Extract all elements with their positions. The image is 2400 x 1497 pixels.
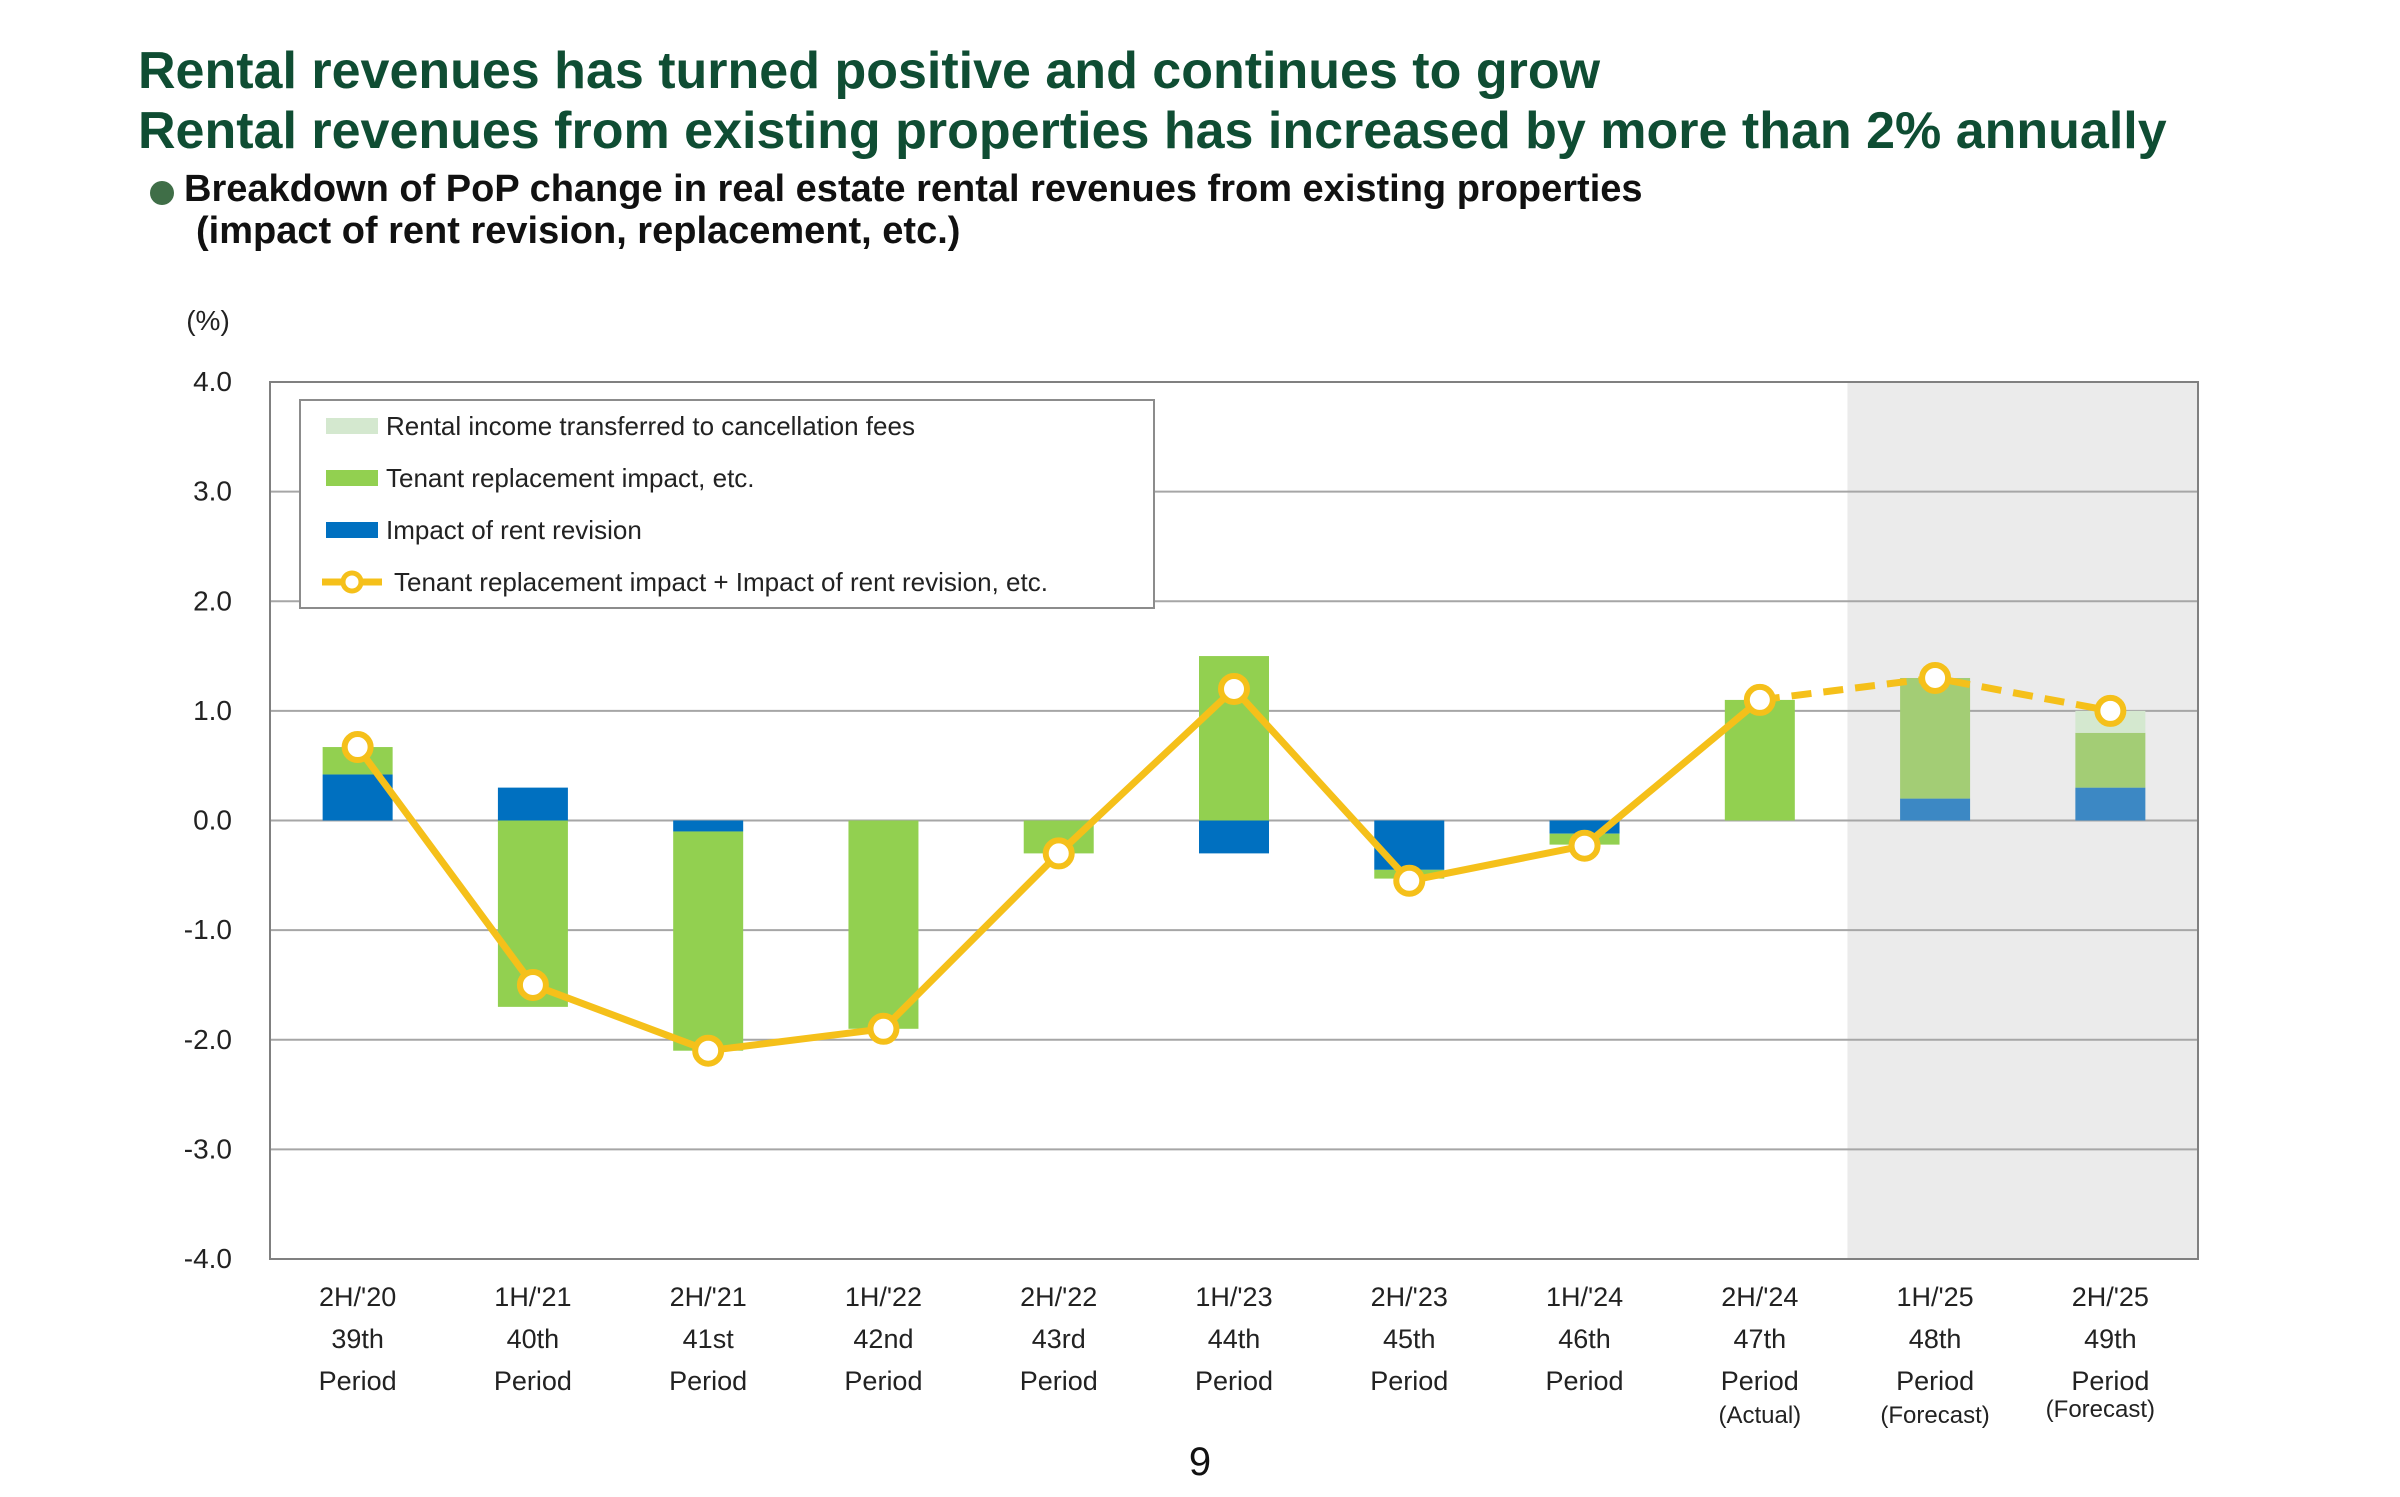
x-tick-label: 2H/'21 (670, 1282, 747, 1312)
x-tick-label: Period (1370, 1366, 1448, 1396)
y-tick-label: 4.0 (193, 366, 232, 397)
x-tick-label: 2H/'22 (1020, 1282, 1097, 1312)
x-tick-label: 48th (1909, 1324, 1962, 1354)
line-point (1743, 683, 1776, 716)
subtitle-line-2: (impact of rent revision, replacement, e… (196, 210, 961, 252)
y-tick-label: -1.0 (184, 914, 232, 945)
x-tick-label: Period (844, 1366, 922, 1396)
page-number: 9 (1188, 1440, 1212, 1484)
x-tick-label: Period (2071, 1366, 2149, 1396)
y-tick-label: 3.0 (193, 476, 232, 507)
legend-item-tenant-replacement-swatch (326, 470, 378, 486)
title-line-1: Rental revenues has turned positive and … (138, 42, 1601, 100)
x-tick-label: 2H/'20 (319, 1282, 396, 1312)
line-total-actual (354, 685, 1763, 1055)
line-point (867, 1012, 900, 1045)
x-tick-label: 2H/'23 (1371, 1282, 1448, 1312)
x-tick-label: 39th (331, 1324, 384, 1354)
legend-item-total-line-label: Tenant replacement impact + Impact of re… (394, 567, 1048, 597)
legend-box (299, 399, 1155, 609)
legend-item-rent-revision-label: Impact of rent revision (386, 515, 642, 545)
legend-item-total-line-marker (340, 570, 364, 594)
x-tick-label: 1H/'21 (494, 1282, 571, 1312)
x-tick-label: 46th (1558, 1324, 1611, 1354)
bar-tenant-replacement (848, 820, 919, 1029)
x-tick-label: 47th (1734, 1324, 1787, 1354)
x-tick-label: 45th (1383, 1324, 1436, 1354)
x-tick-label: Period (669, 1366, 747, 1396)
x-tick-label: 42nd (853, 1324, 913, 1354)
legend-item-tenant-replacement-label: Tenant replacement impact, etc. (386, 463, 755, 493)
y-tick-label: 1.0 (193, 695, 232, 726)
bullet-dot-icon (150, 181, 174, 205)
bar-rent-revision (2075, 787, 2146, 821)
x-tick-label: Period (1721, 1366, 1799, 1396)
bar-rent-revision (1374, 820, 1445, 870)
x-tick-label: (Forecast) (1880, 1402, 1989, 1429)
x-tick-label: (Forecast) (2046, 1396, 2155, 1423)
x-tick-label: 44th (1208, 1324, 1261, 1354)
x-tick-label: Period (494, 1366, 572, 1396)
legend-item-cancellation-swatch (326, 418, 378, 434)
bar-rent-revision (673, 820, 744, 832)
x-tick-label: 43rd (1032, 1324, 1086, 1354)
y-axis-unit: (%) (186, 305, 230, 336)
y-tick-label: -2.0 (184, 1024, 232, 1055)
x-tick-label: Period (1020, 1366, 1098, 1396)
y-tick-label: 0.0 (193, 805, 232, 836)
legend-item-rent-revision-swatch (326, 522, 378, 538)
bar-tenant-replacement (1900, 677, 1971, 799)
y-tick-label: 2.0 (193, 585, 232, 616)
subtitle-line-1: Breakdown of PoP change in real estate r… (184, 168, 1643, 210)
line-point (516, 968, 549, 1001)
x-tick-label: 1H/'22 (845, 1282, 922, 1312)
line-point (1393, 864, 1426, 897)
x-tick-label: 49th (2084, 1324, 2137, 1354)
x-tick-label: 2H/'24 (1721, 1282, 1798, 1312)
line-point (692, 1034, 725, 1067)
x-tick-label: 40th (507, 1324, 560, 1354)
line-point (341, 731, 374, 764)
line-point (1568, 829, 1601, 862)
x-tick-label: Period (319, 1366, 397, 1396)
x-tick-label: Period (1546, 1366, 1624, 1396)
x-tick-label: (Actual) (1718, 1402, 1801, 1429)
plot-border (269, 381, 2199, 1260)
line-point (1218, 672, 1250, 705)
x-tick-label: Period (1896, 1366, 1974, 1396)
bar-rent-revision (1199, 820, 1269, 854)
legend-item-cancellation-label: Rental income transferred to cancellatio… (386, 411, 915, 441)
bar-rent-revision (1900, 798, 1971, 821)
x-tick-label: 2H/'25 (2072, 1282, 2149, 1312)
x-tick-label: 1H/'25 (1896, 1282, 1973, 1312)
y-tick-label: -3.0 (184, 1133, 232, 1164)
title-line-2: Rental revenues from existing properties… (138, 102, 2167, 160)
bar-rent-revision (497, 787, 568, 821)
line-point (2094, 694, 2127, 727)
x-tick-label: Period (1195, 1366, 1273, 1396)
y-tick-label: -4.0 (184, 1243, 232, 1274)
x-tick-label: 1H/'24 (1546, 1282, 1623, 1312)
bar-tenant-replacement (673, 831, 744, 1051)
x-tick-label: 41st (683, 1324, 735, 1354)
line-point (1919, 661, 1952, 694)
line-point (1042, 837, 1075, 870)
bar-tenant-replacement (2075, 732, 2146, 788)
x-tick-label: 1H/'23 (1195, 1282, 1272, 1312)
